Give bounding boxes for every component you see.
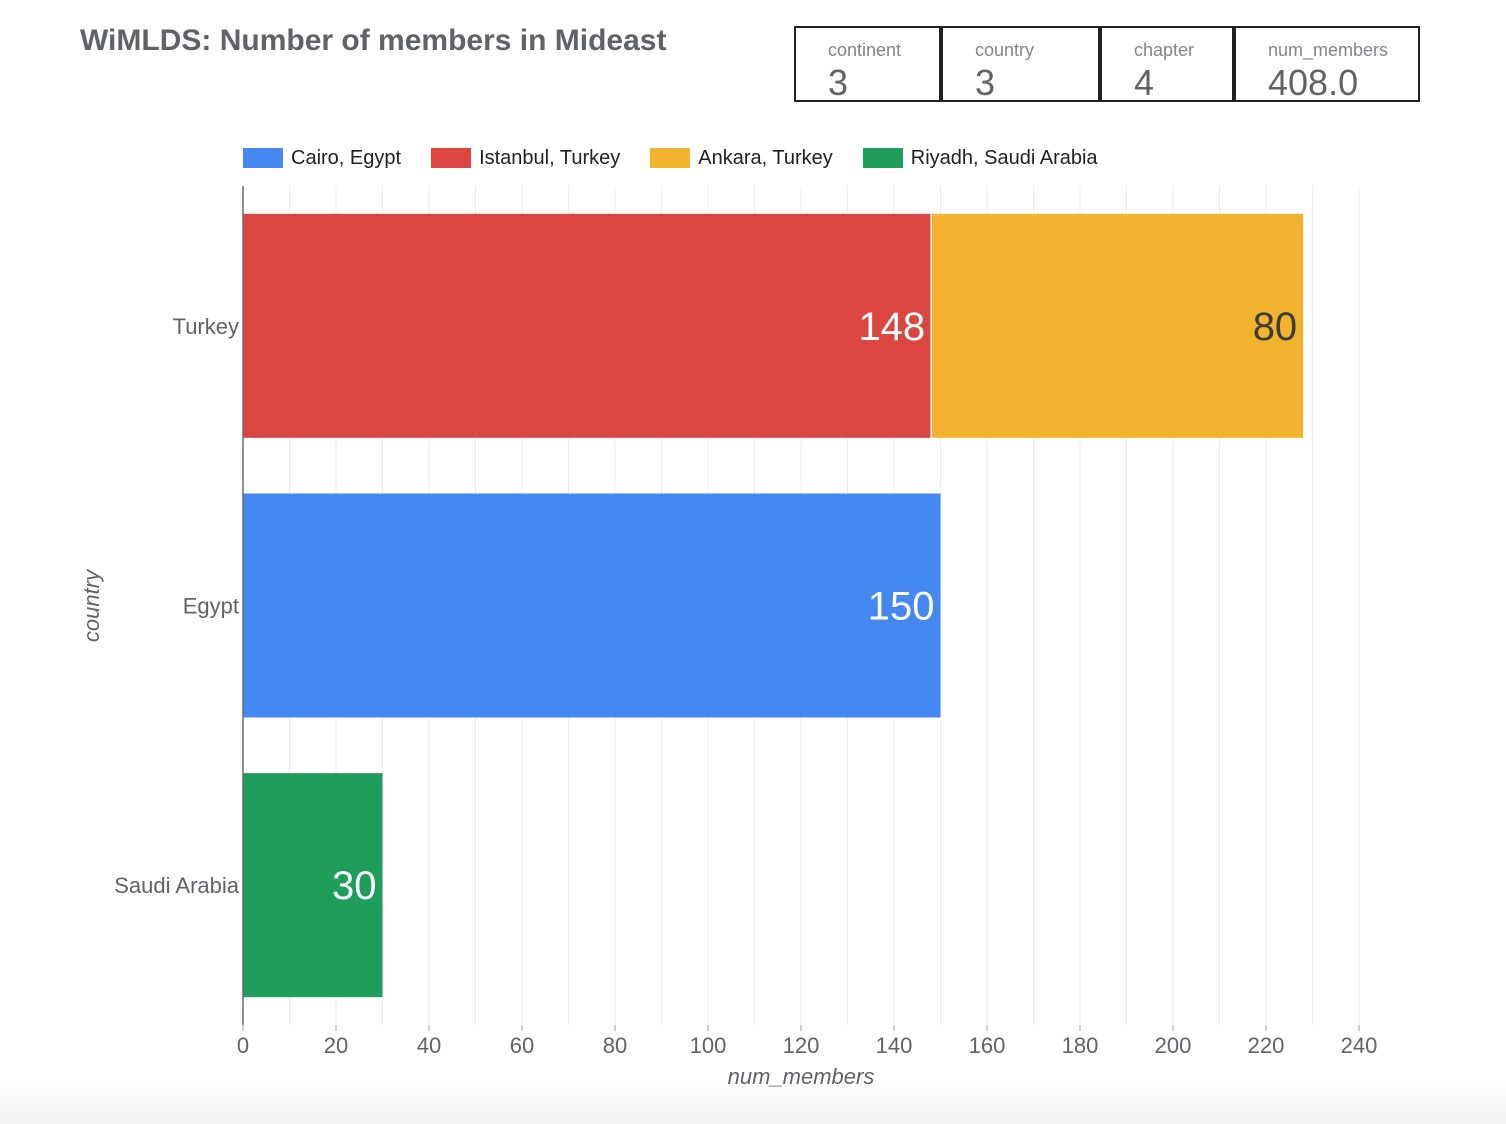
x-tick-label: 140: [876, 1033, 913, 1058]
scorecard-label: num_members: [1268, 40, 1389, 60]
legend-item-ankara[interactable]: Ankara, Turkey: [650, 147, 833, 170]
scorecard-chapter[interactable]: chapter 4: [1100, 26, 1234, 103]
x-tick-label: 240: [1341, 1033, 1378, 1058]
x-tick-label: 80: [603, 1033, 627, 1058]
data-label: 80: [1253, 305, 1298, 349]
data-label: 148: [858, 305, 925, 349]
x-tick-label: 200: [1155, 1033, 1192, 1058]
legend-item-istanbul[interactable]: Istanbul, Turkey: [431, 147, 620, 170]
x-tick-label: 40: [417, 1033, 441, 1058]
scorecard-label: continent: [828, 40, 902, 60]
page-title: WiMLDS: Number of members in Mideast: [80, 24, 667, 57]
scorecard-country[interactable]: country 3: [941, 26, 1100, 103]
data-label: 30: [332, 864, 377, 908]
scorecard-num-members[interactable]: num_members 408.0: [1234, 26, 1420, 103]
legend-swatch: [243, 148, 283, 168]
scorecard-value: 408.0: [1268, 62, 1359, 103]
bar: [243, 493, 941, 718]
x-tick-label: 20: [324, 1033, 348, 1058]
legend-swatch: [431, 148, 472, 168]
x-tick-label: 60: [510, 1033, 534, 1058]
legend-item-riyadh[interactable]: Riyadh, Saudi Arabia: [862, 146, 1098, 170]
data-label: 150: [868, 585, 935, 629]
legend-swatch: [650, 148, 691, 168]
x-axis-title: num_members: [728, 1064, 875, 1089]
chart-legend: Cairo, Egypt Istanbul, Turkey Ankara, Tu…: [243, 145, 1128, 171]
bar: [931, 213, 1304, 438]
legend-item-cairo[interactable]: Cairo, Egypt: [243, 147, 401, 170]
bar: [243, 773, 383, 998]
scorecard-continent[interactable]: continent 3: [794, 26, 941, 103]
bar: [243, 213, 932, 438]
x-tick-label: 180: [1062, 1033, 1099, 1058]
y-axis-title: country: [79, 568, 104, 642]
x-tick-label: 220: [1248, 1033, 1285, 1058]
legend-label: Riyadh, Saudi Arabia: [910, 146, 1098, 169]
scorecard-value: 4: [1134, 62, 1155, 103]
scorecard-label: chapter: [1134, 40, 1195, 60]
x-tick-label: 160: [969, 1033, 1006, 1058]
y-tick-label: Turkey: [173, 314, 239, 339]
x-tick-label: 0: [237, 1033, 249, 1058]
legend-label: Istanbul, Turkey: [479, 146, 621, 169]
legend-label: Ankara, Turkey: [698, 146, 833, 169]
scorecard-label: country: [975, 40, 1035, 60]
legend-swatch: [862, 148, 903, 168]
y-tick-label: Saudi Arabia: [114, 873, 240, 898]
scorecard-value: 3: [975, 62, 996, 103]
y-tick-label: Egypt: [183, 594, 239, 619]
x-tick-label: 100: [690, 1033, 727, 1058]
x-tick-label: 120: [783, 1033, 820, 1058]
scorecard-value: 3: [828, 62, 849, 103]
legend-label: Cairo, Egypt: [291, 146, 402, 169]
